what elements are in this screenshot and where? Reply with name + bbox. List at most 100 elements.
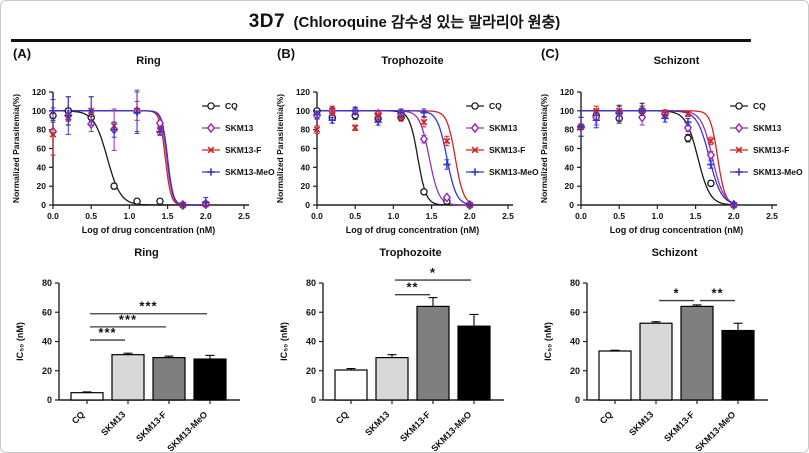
panel-label-c: (C) [541, 46, 560, 61]
svg-text:2.0: 2.0 [464, 211, 476, 221]
svg-text:80: 80 [37, 125, 47, 135]
svg-text:0.5: 0.5 [349, 211, 361, 221]
dose-response-chart-ring: Ring 0.0 0.5 1.0 1.5 2.0 2.5 0 20 40 60 80 100 120 Log… [11, 55, 275, 235]
figure-title: 3D7 (Chloroquine 감수성 있는 말라리아 원충) [1, 1, 808, 34]
svg-text:80: 80 [42, 278, 52, 288]
dose-response-chart-trophozoite: Trophozoite 0.0 0.5 1.0 1.5 2.0 2.5 0 20 40 60 80 10… [275, 55, 539, 235]
panel-label-a: (A) [13, 46, 32, 61]
dose-response-chart-schizont: Schizont 0.0 0.5 1.0 1.5 2.0 2.5 0 20 40 60 80 100 12… [539, 55, 803, 235]
svg-text:0: 0 [311, 395, 316, 405]
svg-text:20: 20 [570, 366, 580, 376]
svg-text:20: 20 [42, 366, 52, 376]
svg-text:2.5: 2.5 [238, 211, 250, 221]
svg-text:20: 20 [565, 181, 575, 191]
svg-text:120: 120 [32, 87, 46, 97]
ic50-bar-chart-ring: Ring 0 20 40 60 80 IC₅₀ (nM) CQ SKM13 SKM13-FSKM1… [15, 247, 240, 453]
svg-text:CQ: CQ [489, 101, 502, 111]
svg-text:100: 100 [296, 106, 310, 116]
svg-text:120: 120 [296, 87, 310, 97]
svg-text:0: 0 [41, 200, 46, 210]
svg-text:80: 80 [306, 278, 316, 288]
svg-text:1.5: 1.5 [426, 211, 438, 221]
svg-text:60: 60 [565, 144, 575, 154]
svg-text:SKM13-MeO: SKM13-MeO [165, 409, 209, 453]
svg-text:0.0: 0.0 [311, 211, 323, 221]
svg-text:SKM13: SKM13 [627, 409, 655, 437]
svg-text:0.0: 0.0 [575, 211, 587, 221]
figure-title-sub: (Chloroquine 감수성 있는 말라리아 원충) [293, 14, 561, 31]
svg-text:*: * [673, 286, 679, 301]
svg-text:0: 0 [569, 200, 574, 210]
svg-text:Ring: Ring [134, 247, 158, 259]
svg-text:SKM13: SKM13 [99, 409, 127, 437]
svg-text:SKM13: SKM13 [753, 123, 782, 133]
svg-text:CQ: CQ [598, 409, 615, 426]
ic50-bar-chart-schizont: Schizont 0 20 40 60 80 IC₅₀ (nM) CQ SKM13 SKM13-F… [543, 247, 768, 452]
svg-text:40: 40 [301, 162, 311, 172]
svg-text:20: 20 [301, 181, 311, 191]
svg-text:1.5: 1.5 [162, 211, 174, 221]
svg-text:100: 100 [560, 106, 574, 116]
svg-text:Trophozoite: Trophozoite [379, 247, 441, 259]
svg-text:Log of drug concentration (nM): Log of drug concentration (nM) [346, 225, 479, 235]
svg-text:***: *** [119, 312, 137, 327]
svg-text:0.0: 0.0 [47, 211, 59, 221]
svg-text:Schizont: Schizont [652, 247, 698, 259]
svg-text:Ring: Ring [136, 55, 160, 67]
panel-label-b: (B) [277, 46, 296, 61]
svg-text:40: 40 [565, 162, 575, 172]
svg-text:SKM13-F: SKM13-F [662, 409, 697, 444]
svg-text:20: 20 [306, 366, 316, 376]
svg-text:SKM13-MeO: SKM13-MeO [225, 167, 275, 177]
svg-text:SKM13: SKM13 [489, 123, 518, 133]
svg-text:2.0: 2.0 [728, 211, 740, 221]
svg-text:100: 100 [32, 106, 46, 116]
svg-text:20: 20 [37, 181, 47, 191]
svg-text:SKM13-F: SKM13-F [489, 145, 525, 155]
svg-text:SKM13-MeO: SKM13-MeO [753, 167, 803, 177]
svg-text:IC₅₀ (nM): IC₅₀ (nM) [15, 322, 25, 361]
svg-text:40: 40 [42, 337, 52, 347]
svg-text:IC₅₀ (nM): IC₅₀ (nM) [279, 322, 289, 361]
svg-text:SKM13-MeO: SKM13-MeO [429, 409, 473, 453]
svg-text:2.5: 2.5 [766, 211, 778, 221]
svg-text:SKM13-F: SKM13-F [134, 409, 169, 444]
svg-text:60: 60 [301, 144, 311, 154]
svg-text:80: 80 [565, 125, 575, 135]
svg-text:CQ: CQ [753, 101, 766, 111]
svg-text:CQ: CQ [225, 101, 238, 111]
svg-text:120: 120 [560, 87, 574, 97]
svg-text:**: ** [711, 286, 723, 301]
svg-text:**: ** [406, 280, 418, 295]
svg-text:0: 0 [47, 395, 52, 405]
svg-text:1.0: 1.0 [387, 211, 399, 221]
svg-text:Log of drug concentration (nM): Log of drug concentration (nM) [610, 225, 743, 235]
svg-text:SKM13-F: SKM13-F [225, 145, 261, 155]
svg-text:60: 60 [306, 307, 316, 317]
svg-text:CQ: CQ [334, 409, 351, 426]
svg-text:40: 40 [570, 337, 580, 347]
title-divider-rule [11, 39, 751, 42]
svg-text:SKM13: SKM13 [225, 123, 254, 133]
panel-a-ring: (A) Ring 0.0 0.5 1.0 1.5 2.0 2.5 0 20 40 60 80 100 12… [9, 42, 275, 453]
svg-text:2.0: 2.0 [200, 211, 212, 221]
svg-text:Log of drug concentration (nM): Log of drug concentration (nM) [82, 225, 215, 235]
svg-text:Normalized Parasitemia(%): Normalized Parasitemia(%) [275, 94, 285, 203]
svg-text:SKM13: SKM13 [363, 409, 391, 437]
svg-text:0: 0 [305, 200, 310, 210]
svg-text:Trophozoite: Trophozoite [381, 55, 443, 67]
svg-text:SKM13-MeO: SKM13-MeO [489, 167, 539, 177]
svg-text:1.5: 1.5 [690, 211, 702, 221]
svg-text:1.0: 1.0 [123, 211, 135, 221]
svg-text:40: 40 [306, 337, 316, 347]
svg-text:SKM13-F: SKM13-F [753, 145, 789, 155]
svg-text:0.5: 0.5 [85, 211, 97, 221]
svg-text:***: *** [98, 325, 116, 340]
svg-text:CQ: CQ [70, 409, 87, 426]
svg-text:SKM13-F: SKM13-F [398, 409, 433, 444]
svg-text:Normalized Parasitemia(%): Normalized Parasitemia(%) [539, 94, 549, 203]
svg-text:0.5: 0.5 [613, 211, 625, 221]
panel-b-trophozoite: (B) Trophozoite 0.0 0.5 1.0 1.5 2.0 2.5 0 20 40 60… [273, 42, 539, 453]
